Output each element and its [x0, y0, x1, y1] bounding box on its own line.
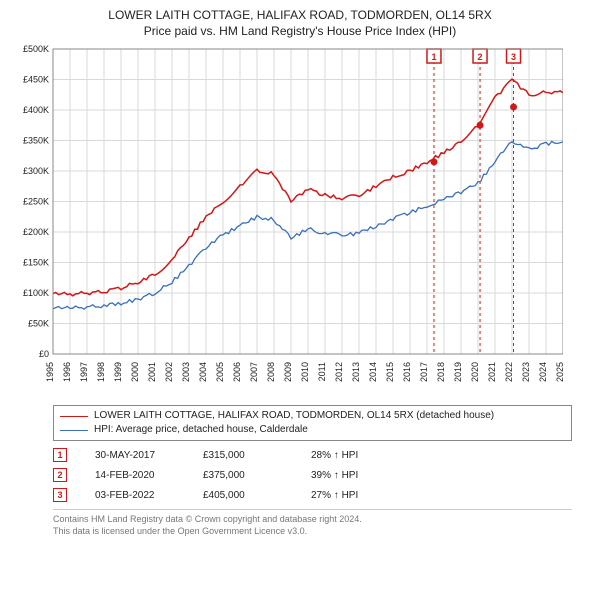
footnote: Contains HM Land Registry data © Crown c… — [53, 509, 572, 537]
transaction-delta: 39% ↑ HPI — [311, 470, 391, 481]
svg-text:2001: 2001 — [147, 362, 157, 382]
legend-label-1: LOWER LAITH COTTAGE, HALIFAX ROAD, TODMO… — [94, 409, 494, 423]
transaction-delta: 28% ↑ HPI — [311, 450, 391, 461]
svg-text:2007: 2007 — [249, 362, 259, 382]
svg-text:£350K: £350K — [23, 136, 49, 146]
footnote-line2: This data is licensed under the Open Gov… — [53, 525, 572, 537]
legend-swatch-2 — [60, 430, 88, 431]
transaction-price: £315,000 — [203, 450, 283, 461]
svg-text:2022: 2022 — [504, 362, 514, 382]
svg-text:£200K: £200K — [23, 227, 49, 237]
transaction-delta: 27% ↑ HPI — [311, 490, 391, 501]
svg-text:£450K: £450K — [23, 75, 49, 85]
transaction-row: 1 30-MAY-2017 £315,000 28% ↑ HPI — [53, 445, 572, 465]
svg-text:£400K: £400K — [23, 105, 49, 115]
svg-text:2014: 2014 — [368, 362, 378, 382]
svg-text:2000: 2000 — [130, 362, 140, 382]
svg-text:1997: 1997 — [79, 362, 89, 382]
svg-text:£150K: £150K — [23, 258, 49, 268]
svg-text:£500K: £500K — [23, 44, 49, 54]
legend-row-1: LOWER LAITH COTTAGE, HALIFAX ROAD, TODMO… — [60, 409, 565, 423]
transaction-row: 3 03-FEB-2022 £405,000 27% ↑ HPI — [53, 485, 572, 505]
transaction-date: 30-MAY-2017 — [95, 450, 175, 461]
svg-text:2015: 2015 — [385, 362, 395, 382]
svg-text:2003: 2003 — [181, 362, 191, 382]
svg-text:£250K: £250K — [23, 197, 49, 207]
legend-row-2: HPI: Average price, detached house, Cald… — [60, 423, 565, 437]
transaction-marker-icon: 2 — [53, 468, 67, 482]
transaction-date: 14-FEB-2020 — [95, 470, 175, 481]
svg-text:2012: 2012 — [334, 362, 344, 382]
svg-text:2006: 2006 — [232, 362, 242, 382]
chart-container: LOWER LAITH COTTAGE, HALIFAX ROAD, TODMO… — [0, 0, 600, 590]
svg-text:2008: 2008 — [266, 362, 276, 382]
footnote-line1: Contains HM Land Registry data © Crown c… — [53, 513, 572, 525]
transactions-table: 1 30-MAY-2017 £315,000 28% ↑ HPI 2 14-FE… — [53, 445, 572, 505]
svg-text:3: 3 — [511, 52, 516, 62]
svg-text:2023: 2023 — [521, 362, 531, 382]
svg-text:2005: 2005 — [215, 362, 225, 382]
chart-title-line2: Price paid vs. HM Land Registry's House … — [8, 24, 592, 38]
svg-text:2011: 2011 — [317, 362, 327, 381]
svg-text:1999: 1999 — [113, 362, 123, 382]
svg-text:2002: 2002 — [164, 362, 174, 382]
transaction-marker-icon: 1 — [53, 448, 67, 462]
transaction-date: 03-FEB-2022 — [95, 490, 175, 501]
svg-text:2: 2 — [478, 52, 483, 62]
svg-text:2009: 2009 — [283, 362, 293, 382]
svg-text:2004: 2004 — [198, 362, 208, 382]
transaction-marker-icon: 3 — [53, 488, 67, 502]
line-chart-svg: £0 £50K £100K £150K £200K £250K £300K £350K £400… — [8, 44, 563, 394]
legend: LOWER LAITH COTTAGE, HALIFAX ROAD, TODMO… — [53, 405, 572, 441]
svg-text:2018: 2018 — [436, 362, 446, 382]
svg-text:£300K: £300K — [23, 166, 49, 176]
svg-text:2016: 2016 — [402, 362, 412, 382]
legend-swatch-1 — [60, 416, 88, 417]
svg-text:1998: 1998 — [96, 362, 106, 382]
svg-text:2010: 2010 — [300, 362, 310, 382]
svg-text:£100K: £100K — [23, 288, 49, 298]
legend-label-2: HPI: Average price, detached house, Cald… — [94, 423, 308, 437]
svg-text:2017: 2017 — [419, 362, 429, 382]
svg-text:1: 1 — [431, 52, 436, 62]
transaction-row: 2 14-FEB-2020 £375,000 39% ↑ HPI — [53, 465, 572, 485]
svg-text:2024: 2024 — [538, 362, 548, 382]
chart-plot-area: £0 £50K £100K £150K £200K £250K £300K £350K £400… — [8, 44, 592, 399]
svg-text:2021: 2021 — [487, 362, 497, 382]
svg-text:1996: 1996 — [62, 362, 72, 382]
svg-text:1995: 1995 — [45, 362, 55, 382]
svg-text:2025: 2025 — [555, 362, 563, 382]
svg-text:2019: 2019 — [453, 362, 463, 382]
transaction-price: £405,000 — [203, 490, 283, 501]
chart-title-line1: LOWER LAITH COTTAGE, HALIFAX ROAD, TODMO… — [8, 8, 592, 22]
svg-text:2020: 2020 — [470, 362, 480, 382]
svg-text:£50K: £50K — [28, 319, 49, 329]
svg-text:2013: 2013 — [351, 362, 361, 382]
transaction-price: £375,000 — [203, 470, 283, 481]
svg-text:£0: £0 — [39, 349, 49, 359]
